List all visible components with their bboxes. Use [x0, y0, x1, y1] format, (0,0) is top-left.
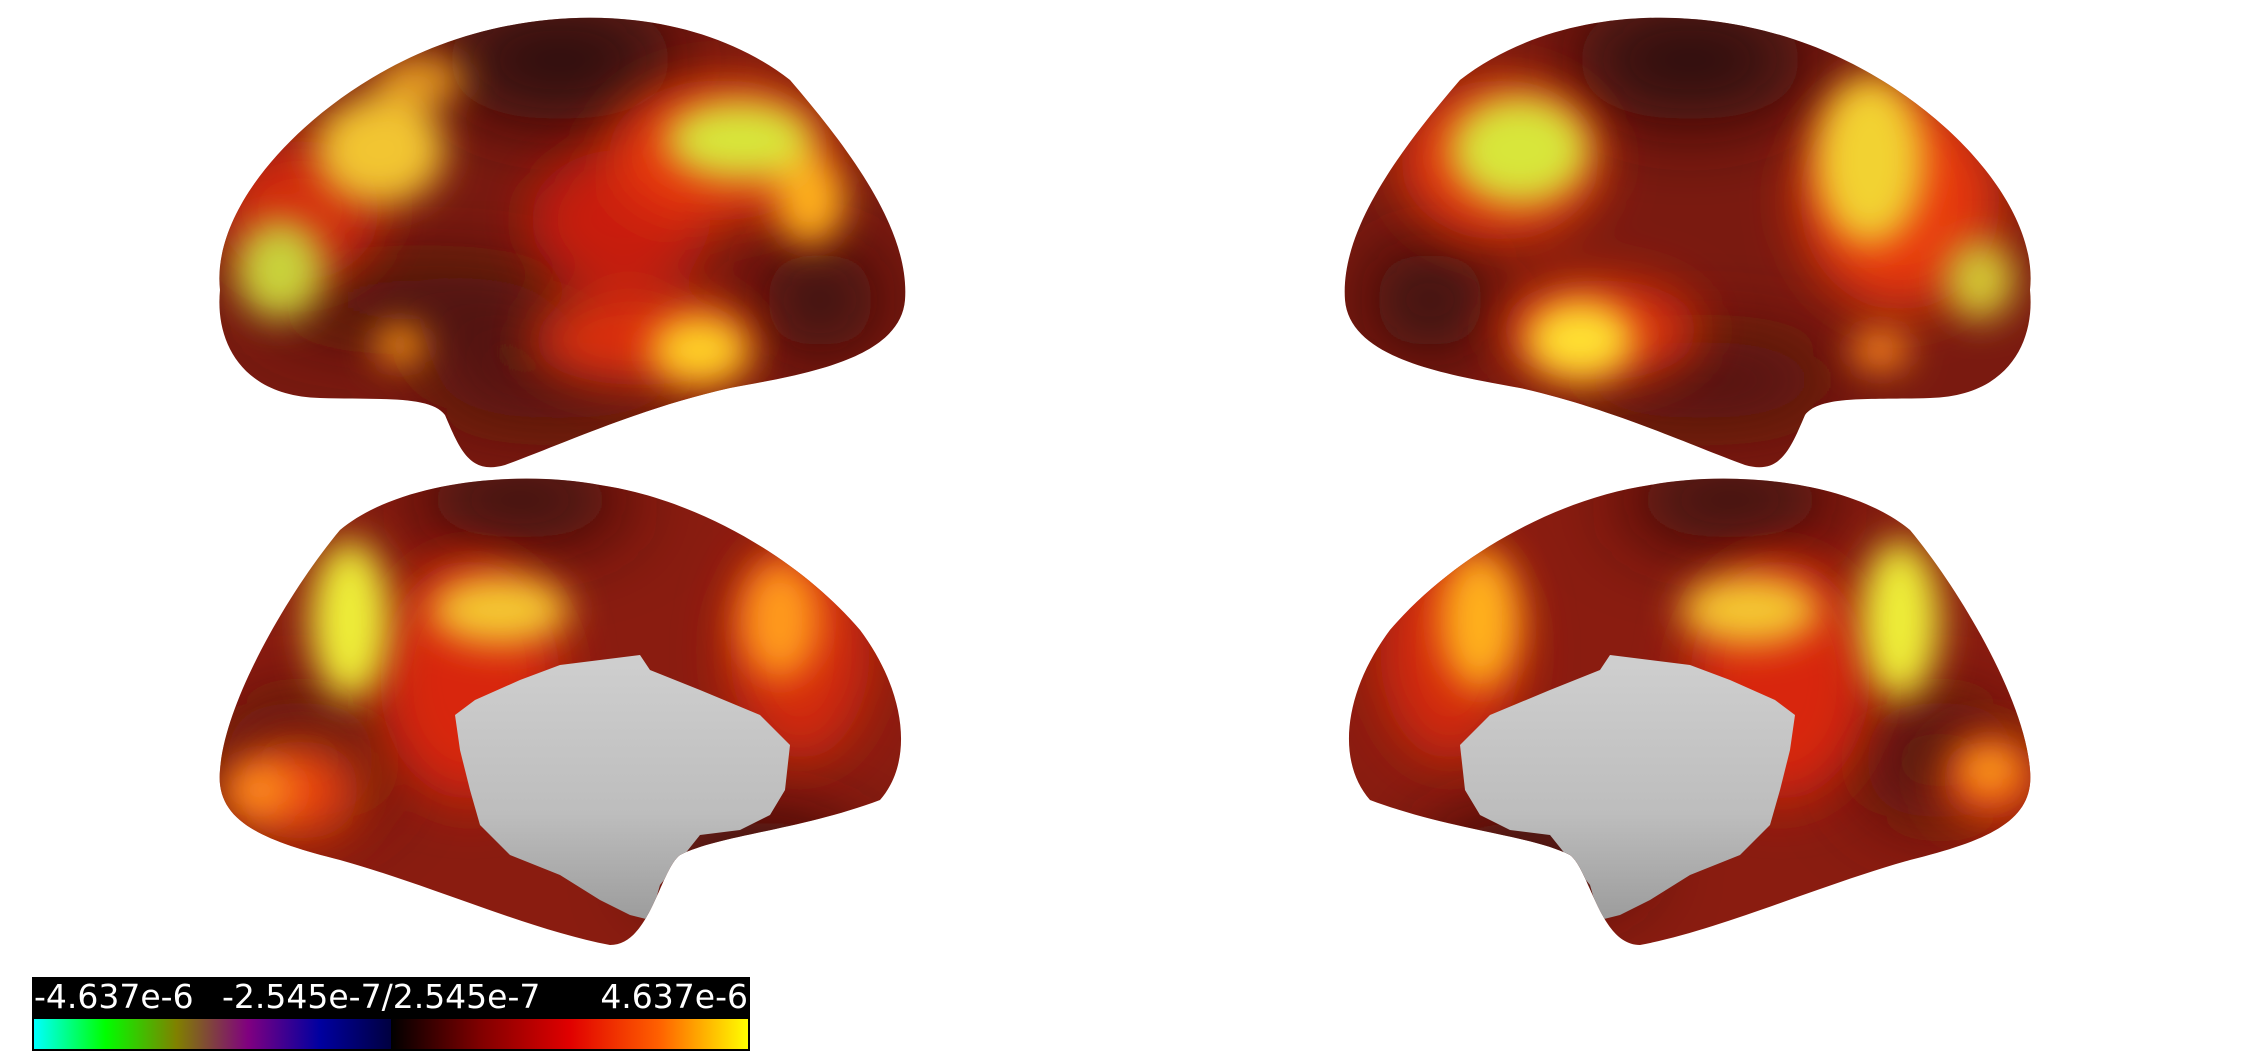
medial-wall: [1460, 655, 1795, 920]
colorbar-labels: -4.637e-6 -2.545e-7/2.545e-7 4.637e-6: [32, 977, 750, 1017]
colorbar: -4.637e-6 -2.545e-7/2.545e-7 4.637e-6: [32, 977, 750, 1051]
medial-wall: [455, 655, 790, 920]
left-hemisphere-medial: [219, 478, 902, 945]
colorbar-min-label: -4.637e-6: [34, 977, 194, 1016]
right-hemisphere-lateral: [1344, 17, 2031, 468]
colorbar-max-label: 4.637e-6: [600, 977, 748, 1016]
colorbar-gradient: [34, 1019, 748, 1049]
right-hemisphere-medial: [1348, 478, 2031, 945]
left-hemisphere-lateral: [219, 17, 906, 468]
colorbar-mid-label: -2.545e-7/2.545e-7: [222, 977, 541, 1016]
